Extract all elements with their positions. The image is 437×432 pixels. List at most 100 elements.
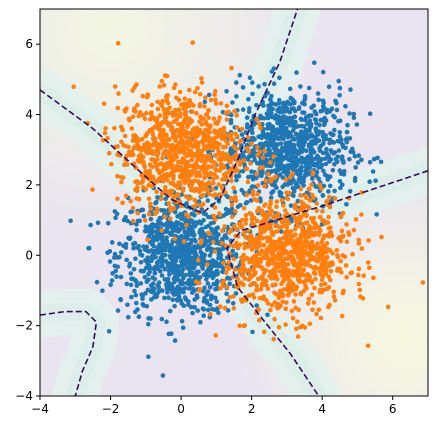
decision-boundary-curve [40, 9, 299, 214]
scatter-point [180, 281, 185, 286]
scatter-point [172, 209, 178, 215]
scatter-point [150, 239, 156, 244]
scatter-point [355, 160, 361, 165]
scatter-point [315, 91, 321, 96]
scatter-point [139, 148, 144, 153]
scatter-point [319, 239, 325, 245]
scatter-point [284, 238, 290, 243]
scatter-point [261, 159, 267, 164]
scatter-point [241, 206, 247, 211]
scatter-point [178, 211, 183, 217]
scatter-point [324, 136, 329, 142]
scatter-point [268, 160, 273, 165]
scatter-point [374, 212, 380, 217]
scatter-point [112, 263, 118, 269]
scatter-point [213, 333, 219, 338]
scatter-point [164, 73, 170, 79]
scatter-point [193, 246, 198, 251]
scatter-point [299, 129, 304, 134]
scatter-point [182, 96, 188, 101]
scatter-point [145, 227, 151, 233]
scatter-point [201, 192, 206, 198]
scatter-point [172, 338, 178, 343]
scatter-point [310, 140, 316, 145]
scatter-point [295, 151, 301, 157]
scatter-point [112, 255, 117, 260]
scatter-point [356, 272, 361, 278]
scatter-point [143, 148, 149, 154]
scatter-point [210, 259, 216, 265]
scatter-point [336, 119, 341, 124]
scatter-point [143, 291, 148, 296]
scatter-point [170, 146, 175, 152]
scatter-point [306, 144, 312, 149]
scatter-point [138, 252, 143, 257]
scatter-point [130, 152, 136, 158]
scatter-point [208, 266, 214, 272]
scatter-point [304, 213, 309, 218]
scatter-point [279, 229, 284, 234]
scatter-point [213, 307, 218, 313]
scatter-point [195, 147, 201, 153]
scatter-point [276, 250, 282, 256]
scatter-point [156, 285, 162, 290]
scatter-point [202, 235, 208, 240]
scatter-point [202, 99, 208, 105]
scatter-point [205, 246, 210, 251]
scatter-point [217, 168, 223, 173]
scatter-point [148, 316, 153, 321]
y-tick-label: 4 [25, 108, 33, 122]
scatter-point [309, 278, 314, 284]
scatter-point [194, 293, 200, 298]
scatter-point [263, 282, 268, 287]
scatter-point [260, 235, 266, 241]
scatter-point [290, 115, 296, 121]
scatter-point [181, 257, 187, 263]
scatter-point [121, 243, 126, 249]
scatter-point [132, 106, 137, 111]
scatter-point [216, 119, 221, 124]
scatter-point [354, 122, 360, 127]
scatter-point [168, 152, 174, 158]
scatter-point [261, 329, 267, 335]
scatter-point [157, 215, 162, 221]
scatter-point [218, 127, 223, 133]
scatter-point [265, 312, 270, 318]
scatter-point [297, 147, 303, 153]
scatter-point [267, 139, 273, 144]
scatter-point [185, 265, 190, 271]
scatter-point [272, 243, 278, 248]
scatter-point [174, 164, 180, 169]
scatter-point [217, 142, 222, 147]
scatter-point [131, 145, 137, 151]
scatter-point [179, 233, 184, 239]
scatter-point [265, 262, 271, 267]
scatter-point [310, 157, 316, 162]
scatter-point [232, 267, 238, 272]
scatter-point [231, 185, 236, 191]
scatter-point [223, 206, 229, 212]
scatter-point [329, 149, 335, 155]
scatter-point [292, 108, 298, 114]
scatter-point [248, 198, 254, 203]
scatter-point [225, 153, 230, 158]
scatter-point [258, 230, 263, 236]
scatter-point [187, 169, 193, 175]
scatter-point [237, 139, 242, 145]
scatter-point [163, 143, 169, 149]
scatter-point [164, 98, 170, 104]
scatter-point [172, 168, 177, 174]
scatter-point [131, 266, 137, 272]
scatter-point [163, 228, 169, 233]
scatter-point [356, 266, 362, 272]
scatter-point [256, 84, 261, 89]
scatter-point [234, 177, 239, 183]
scatter-point [239, 299, 245, 304]
scatter-point [356, 237, 362, 243]
scatter-point [232, 108, 237, 114]
scatter-point [263, 178, 269, 184]
scatter-point [283, 217, 288, 222]
scatter-point [188, 138, 193, 143]
scatter-point [143, 168, 148, 174]
scatter-point [209, 294, 215, 299]
